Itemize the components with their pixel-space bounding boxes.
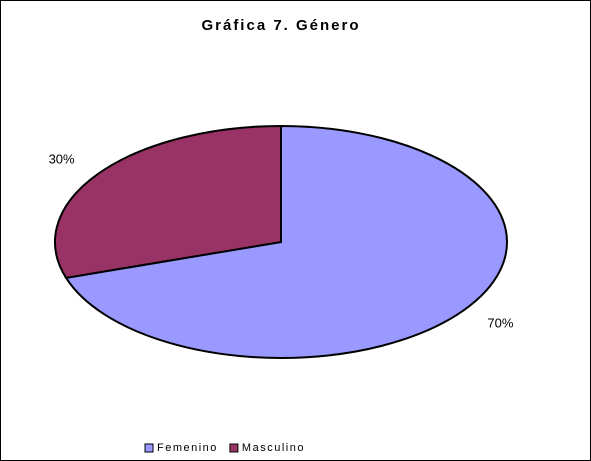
pie-slice bbox=[54, 124, 282, 279]
data-label: 70% bbox=[487, 315, 513, 330]
data-label: 30% bbox=[49, 152, 75, 167]
chart-title: Gráfica 7. Género bbox=[201, 17, 360, 34]
pie-slice bbox=[64, 124, 508, 359]
legend-label: Femenino bbox=[157, 442, 218, 454]
legend-swatch bbox=[229, 443, 239, 453]
legend-swatch bbox=[144, 443, 154, 453]
legend-label: Masculino bbox=[242, 442, 305, 454]
